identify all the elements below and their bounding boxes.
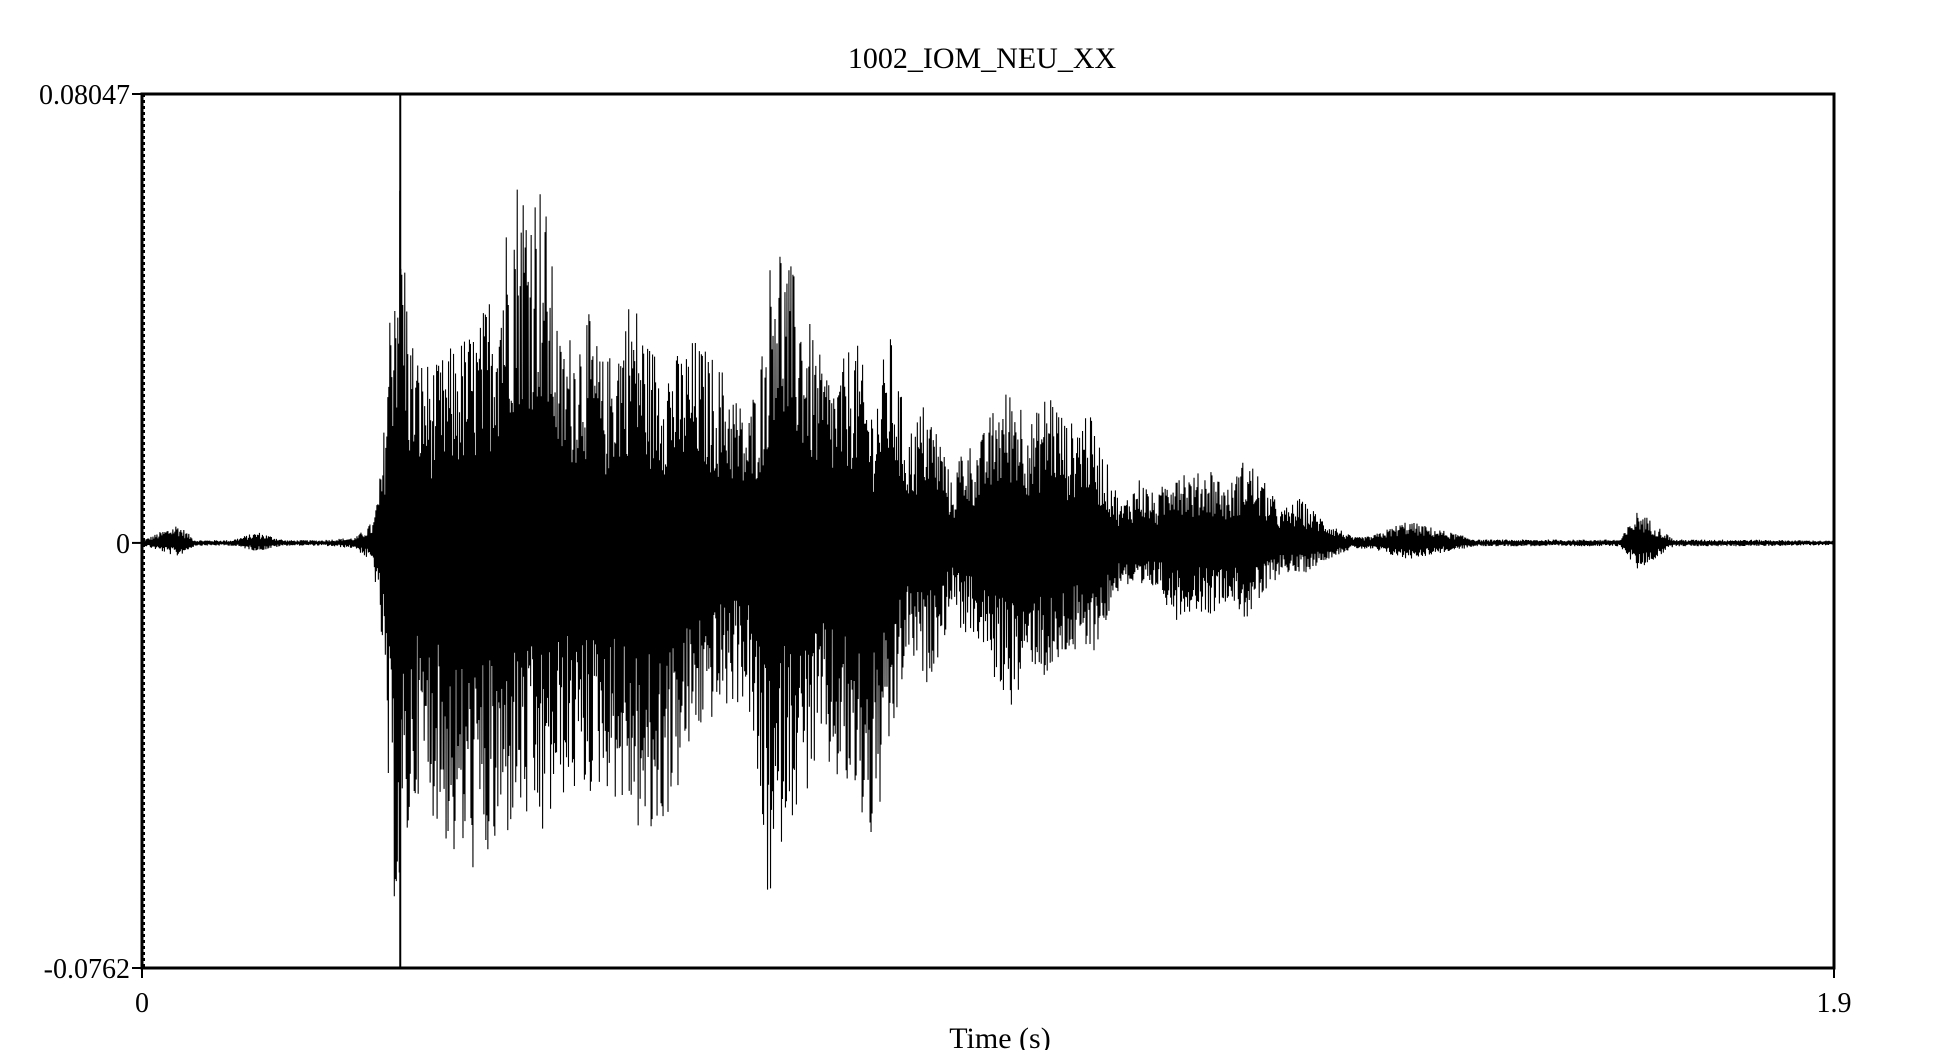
waveform-path [141,189,1835,897]
y-tick-label-top: 0.08047 [39,80,130,111]
y-tick-label-zero: 0 [116,529,130,560]
axis-ticks [132,93,1835,978]
plot-frame [140,92,1836,970]
y-tick-label-bottom: -0.0762 [44,954,130,985]
x-tick-label-start: 0 [135,988,149,1019]
waveform-series [141,189,1835,897]
x-axis-label: Time (s) [949,1022,1050,1050]
x-tick-label-end: 1.9 [1817,988,1852,1019]
chart-title: 1002_IOM_NEU_XX [848,42,1117,75]
